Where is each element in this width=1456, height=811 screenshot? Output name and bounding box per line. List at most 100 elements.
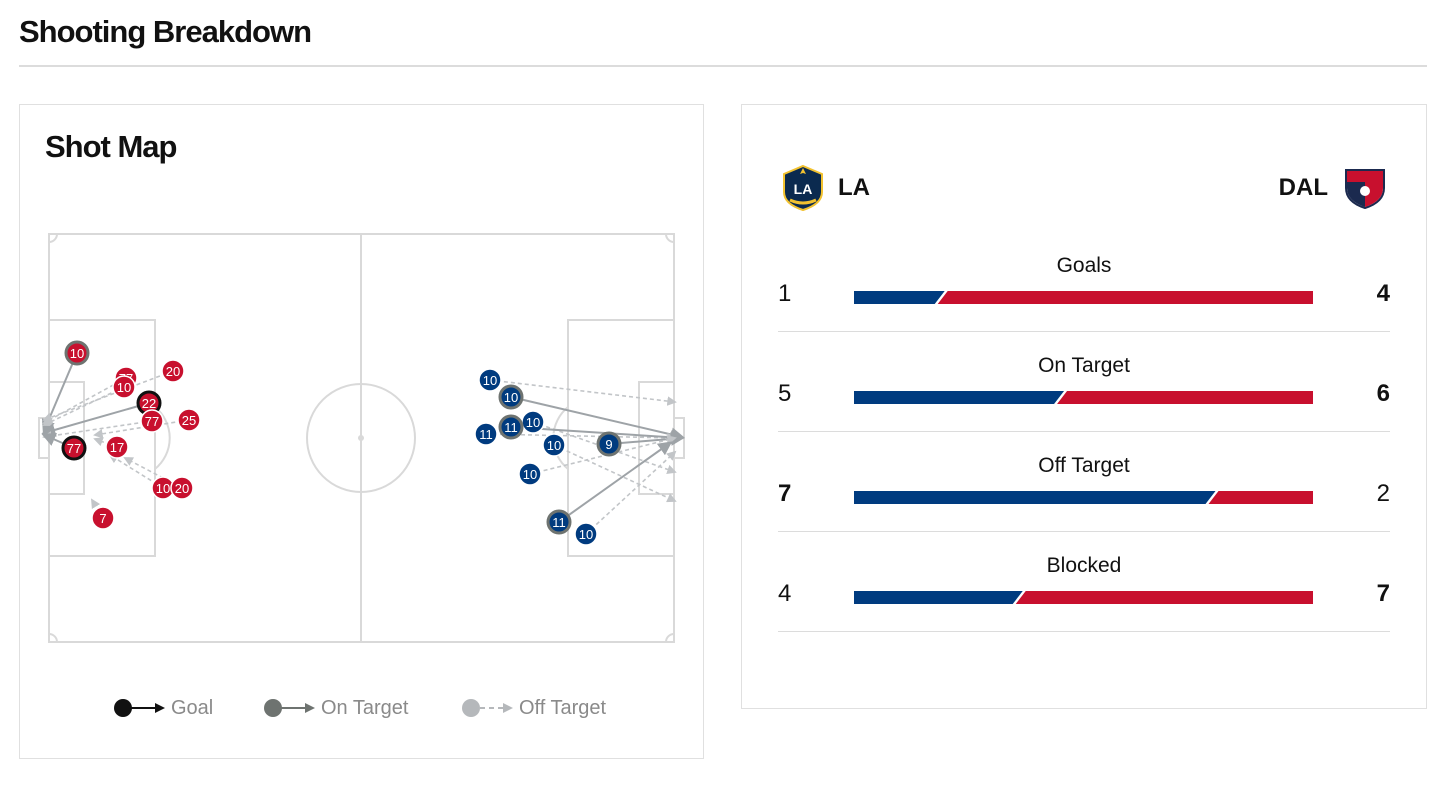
shot-player-number: 77	[67, 441, 81, 456]
shot-trajectory-arrow	[558, 441, 673, 523]
corner-arc-tl	[48, 233, 58, 243]
page-title: Shooting Breakdown	[19, 14, 312, 49]
stat-label: Off Target	[1038, 454, 1130, 477]
away-share-bar	[937, 291, 1313, 304]
shot-player-number: 17	[110, 440, 124, 455]
shot-trajectory-arrow	[42, 386, 125, 427]
la-galaxy-crest-icon: LA	[783, 164, 823, 212]
stat-row-goals: Goals 1 4	[778, 232, 1390, 332]
corner-arc-br	[665, 633, 675, 643]
stat-away-value: 4	[1376, 280, 1390, 307]
center-circle	[306, 383, 416, 493]
on-target-marker-icon	[264, 699, 315, 717]
away-share-bar	[1057, 391, 1313, 404]
shot-marker[interactable]: 11	[546, 509, 572, 535]
stat-comparison-bar	[854, 591, 1313, 604]
shot-marker-dot	[546, 509, 572, 535]
legend-goal: Goal	[113, 693, 213, 723]
home-team-header: LA LA	[782, 163, 870, 213]
shot-marker-dot	[177, 408, 201, 432]
shot-marker-dot	[596, 431, 622, 457]
stat-comparison-bar	[854, 491, 1313, 504]
legend-on-target: On Target	[263, 693, 408, 723]
shot-trajectory-arrow	[41, 402, 150, 437]
shot-marker[interactable]: 77	[61, 435, 87, 461]
shot-marker[interactable]: 10	[521, 410, 545, 434]
shot-marker[interactable]: 10	[498, 384, 524, 410]
shot-marker[interactable]: 10	[478, 368, 502, 392]
stat-away-value: 7	[1376, 580, 1390, 607]
shot-marker[interactable]: 10	[112, 375, 136, 399]
legend-on-target-label: On Target	[321, 696, 409, 719]
stat-comparison-bar	[854, 391, 1313, 404]
shot-marker[interactable]: 22	[136, 390, 162, 416]
stat-home-value: 7	[778, 480, 792, 507]
shot-trajectory-arrow	[553, 444, 677, 503]
shot-player-number: 10	[579, 527, 593, 542]
away-team-header: DAL	[1279, 163, 1388, 213]
stat-row-off-target: Off Target 7 2	[778, 432, 1390, 532]
center-spot	[358, 435, 364, 441]
shot-marker-dot	[542, 433, 566, 457]
stat-label: Goals	[1056, 254, 1112, 277]
shot-player-number: 10	[70, 346, 84, 361]
shot-player-number: 10	[117, 380, 131, 395]
shot-marker[interactable]: 20	[161, 359, 185, 383]
shot-map-card: Shot Map	[19, 104, 704, 759]
shot-marker[interactable]: 17	[105, 435, 129, 459]
shot-marker[interactable]: 9	[596, 431, 622, 457]
shot-marker[interactable]: 10	[518, 462, 542, 486]
shot-marker[interactable]: 10	[542, 433, 566, 457]
stat-home-value: 4	[778, 580, 792, 607]
shot-map-pitch: 1077102022772577171020710101011111091011…	[38, 233, 685, 643]
shot-marker-dot	[161, 359, 185, 383]
shot-stats-card: LA LA DAL Goals 1 4 On Target 5 6 Off Target 7 2…	[741, 104, 1427, 709]
shot-marker[interactable]: 11	[498, 414, 524, 440]
shot-marker[interactable]: 11	[474, 422, 498, 446]
shot-player-number: 25	[182, 413, 196, 428]
shot-marker-dot	[478, 368, 502, 392]
shot-marker-dot	[170, 476, 194, 500]
shot-trajectory-arrow	[529, 435, 677, 475]
corner-arc-bl	[48, 633, 58, 643]
stat-row-blocked: Blocked 4 7	[778, 532, 1390, 632]
stat-away-value: 6	[1376, 380, 1390, 407]
fc-dallas-crest-icon	[1345, 169, 1385, 210]
shot-trajectory-arrow	[42, 377, 127, 424]
shot-marker[interactable]: 77	[140, 409, 164, 433]
off-target-marker-icon	[462, 699, 513, 717]
shot-map-title: Shot Map	[45, 129, 177, 164]
shot-marker-dot	[105, 435, 129, 459]
home-share-bar	[854, 291, 945, 304]
shot-marker[interactable]: 10	[64, 340, 90, 366]
stat-home-value: 5	[778, 380, 792, 407]
shot-marker-dot	[112, 375, 136, 399]
shot-marker[interactable]: 10	[574, 522, 598, 546]
shot-marker[interactable]: 20	[170, 476, 194, 500]
shot-player-number: 7	[99, 511, 106, 526]
shot-trajectory-arrow	[42, 370, 174, 422]
shot-player-number: 10	[156, 481, 170, 496]
stat-row-on-target: On Target 5 6	[778, 332, 1390, 432]
home-team-code: LA	[838, 174, 870, 201]
shot-player-number: 10	[483, 373, 497, 388]
stat-comparison-bar	[854, 291, 1313, 304]
shot-player-number: 20	[166, 364, 180, 379]
shot-trajectory-arrow	[93, 419, 190, 439]
shot-marker-dot	[474, 422, 498, 446]
shot-marker[interactable]: 7	[91, 506, 115, 530]
shot-marker-dot	[140, 409, 164, 433]
legend-goal-label: Goal	[171, 696, 214, 719]
stat-away-value: 2	[1376, 480, 1390, 507]
shot-player-number: 10	[547, 438, 561, 453]
away-penalty-area	[567, 319, 675, 557]
shot-player-number: 11	[479, 427, 493, 442]
shot-player-number: 20	[175, 481, 189, 496]
shot-player-number: 11	[552, 515, 566, 530]
shot-marker[interactable]: 25	[177, 408, 201, 432]
shot-marker-dot	[498, 384, 524, 410]
home-penalty-arc	[154, 406, 171, 470]
shot-player-number: 10	[526, 415, 540, 430]
shot-map-legend: Goal On Target Off Target	[20, 693, 705, 723]
home-share-bar	[854, 591, 1023, 604]
